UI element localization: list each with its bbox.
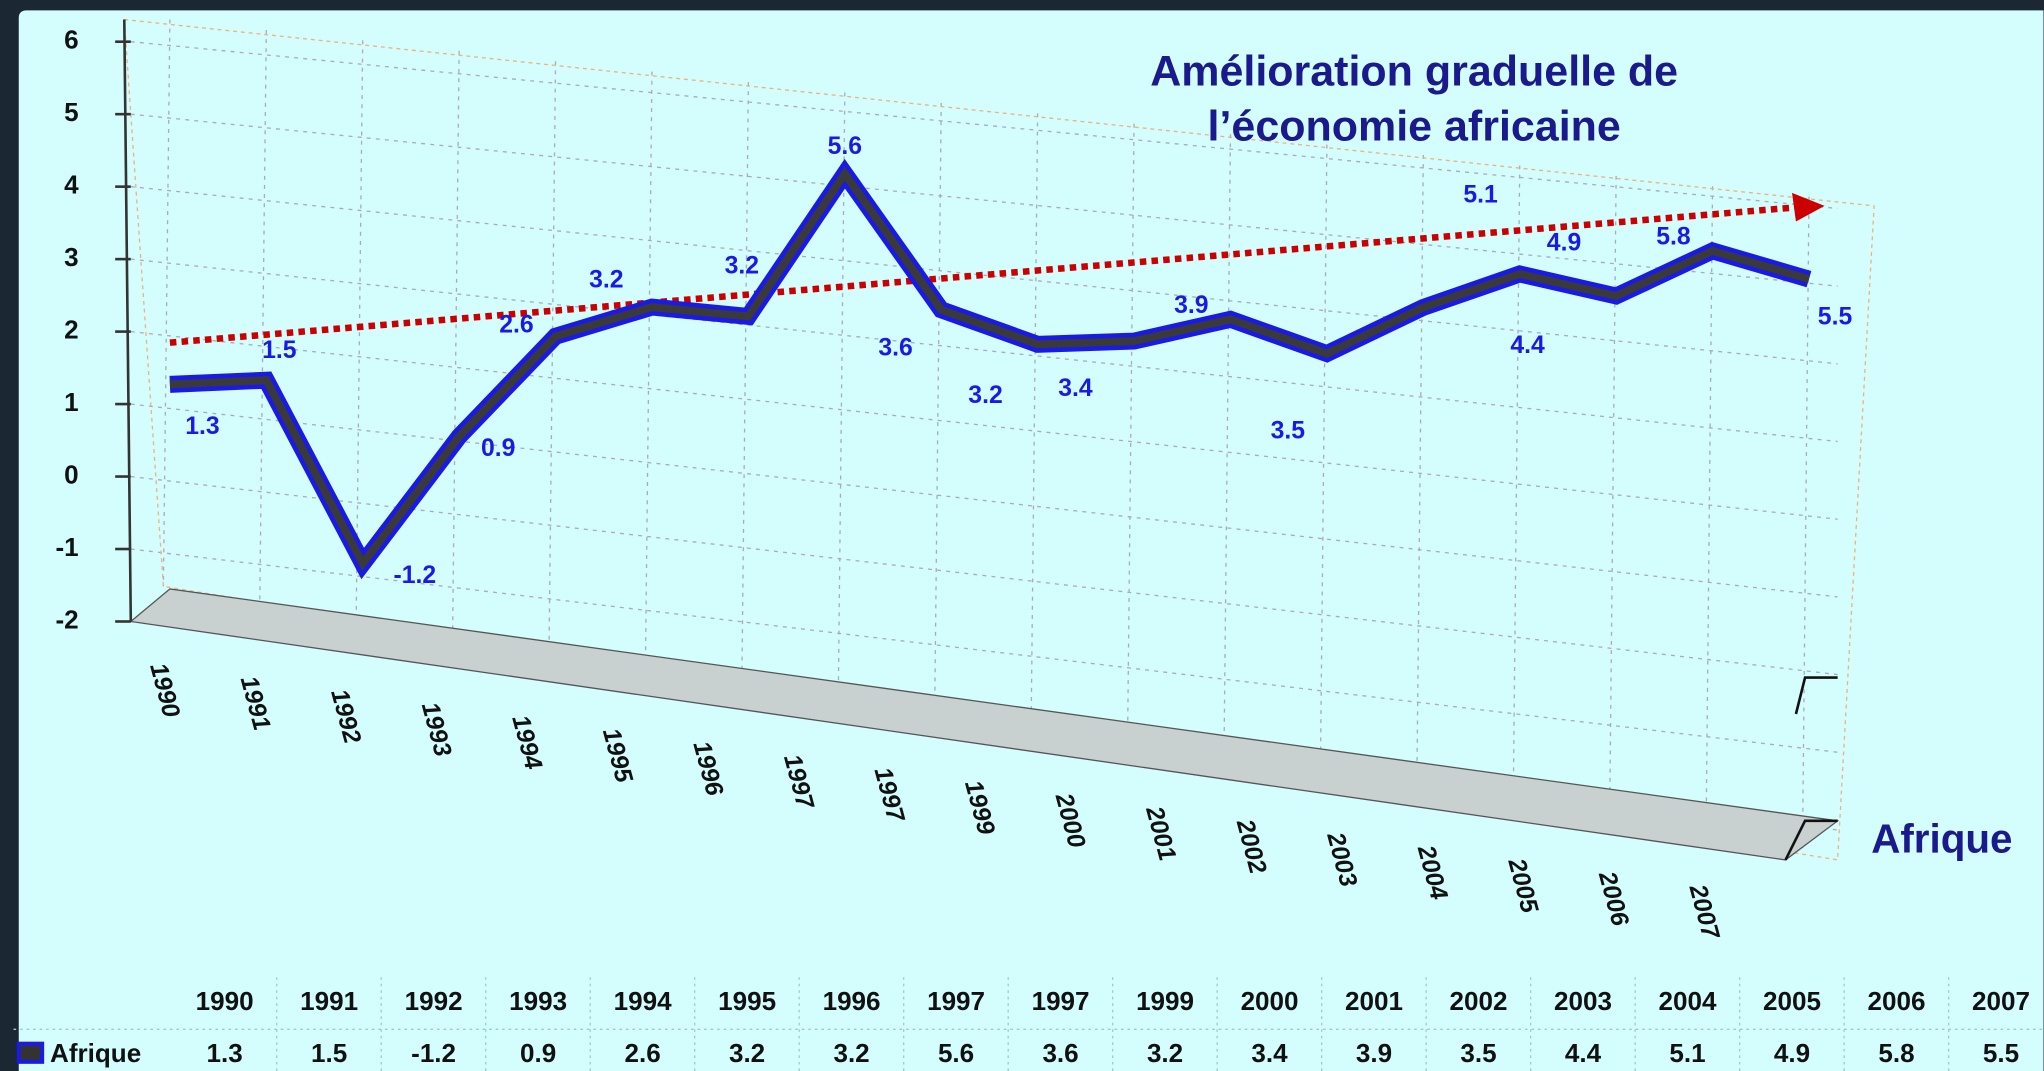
y-tick-label: 4 (64, 170, 79, 200)
background (18, 10, 2044, 1071)
data-label: 3.9 (1174, 292, 1208, 319)
y-tick-label: 2 (64, 314, 79, 344)
data-label: 3.2 (968, 382, 1002, 409)
table-header: 1997 (927, 986, 985, 1016)
grid-line (130, 330, 1838, 520)
table-value: 4.9 (1774, 1038, 1810, 1068)
grid-line-v (162, 19, 171, 587)
table-value: 1.3 (207, 1038, 243, 1068)
table-header: 2000 (1241, 986, 1299, 1016)
grid-line-v (548, 61, 557, 649)
data-table: 1990 1.3 1991 1.5 1992 -1.2 1993 0.9 1994 2.6 1995… (13, 977, 2044, 1071)
table-header: 2006 (1868, 986, 1926, 1016)
table-header: 2005 (1763, 986, 1821, 1016)
grid-line (130, 548, 1838, 753)
grid-line-v (1126, 123, 1135, 743)
grid-line-v (644, 71, 653, 665)
grid-line (130, 475, 1838, 676)
table-header: 2001 (1345, 986, 1403, 1016)
table-value: 4.4 (1565, 1038, 1602, 1068)
table-header: 1993 (509, 986, 567, 1016)
table-header: 2004 (1659, 986, 1717, 1016)
data-label: 5.8 (1656, 223, 1690, 250)
grid-line (130, 41, 1838, 210)
y-tick-label: 0 (64, 459, 79, 489)
table-value: 1.5 (311, 1038, 347, 1068)
table-header: 1994 (614, 986, 672, 1016)
grid-line (130, 113, 1838, 287)
table-value: -1.2 (411, 1038, 456, 1068)
table-value: 3.2 (729, 1038, 765, 1068)
table-header: 1996 (823, 986, 881, 1016)
table-value: 3.2 (1147, 1038, 1183, 1068)
table-value: 0.9 (520, 1038, 556, 1068)
trend-line (169, 203, 1799, 346)
data-label: 0.9 (481, 435, 515, 462)
series-line-face (169, 166, 1811, 571)
grid-line-v (1030, 113, 1039, 728)
y-tick-label: -1 (56, 532, 79, 562)
table-value: 5.5 (1983, 1038, 2019, 1068)
table-header: 1997 (1032, 986, 1090, 1016)
data-label: 1.3 (185, 413, 219, 440)
grid-line-v (837, 92, 846, 696)
grid-line (130, 185, 1838, 365)
data-label: 5.5 (1818, 304, 1853, 331)
legend-key (16, 1041, 45, 1064)
grid-line-v (451, 50, 460, 634)
grid-line-v (1223, 134, 1232, 759)
y-axis (122, 19, 133, 622)
y-tick-label: -2 (56, 604, 79, 634)
table-value: 3.9 (1356, 1038, 1392, 1068)
data-label: 2.6 (499, 311, 533, 338)
table-value: 5.8 (1878, 1038, 1914, 1068)
table-header: 1992 (405, 986, 463, 1016)
back-wall (123, 18, 1875, 861)
data-label: 4.4 (1510, 332, 1545, 359)
table-value: 3.4 (1251, 1038, 1288, 1068)
table-header: 1999 (1136, 986, 1194, 1016)
table-series-name: Afrique (50, 1038, 141, 1068)
grid-line-v (1608, 175, 1617, 821)
data-label: 5.6 (828, 133, 862, 160)
table-header: 1990 (196, 986, 254, 1016)
table-header: 1991 (300, 986, 358, 1016)
table-header: 2003 (1554, 986, 1612, 1016)
data-label: 3.2 (589, 267, 623, 294)
grid-line-v (259, 29, 267, 602)
grid-line-v (1512, 165, 1521, 806)
data-label: 1.5 (262, 337, 297, 364)
table-value: 2.6 (624, 1038, 660, 1068)
table-value: 3.6 (1042, 1038, 1078, 1068)
y-tick-label: 5 (64, 97, 79, 127)
depth-bracket (1784, 676, 1838, 861)
table-value: 3.5 (1460, 1038, 1496, 1068)
data-label: 5.1 (1463, 181, 1498, 208)
series-label: Afrique (1871, 815, 2012, 861)
table-value: 5.6 (938, 1038, 974, 1068)
table-value: 3.2 (833, 1038, 869, 1068)
y-tick-label: 3 (64, 242, 79, 272)
grid-line-v (1705, 186, 1714, 837)
y-tick-label: 6 (64, 25, 79, 55)
data-label: 3.5 (1271, 417, 1306, 444)
chart-title: l’économie africaine (1208, 102, 1621, 150)
data-label: 3.6 (878, 334, 912, 361)
trend-arrow (1792, 192, 1825, 222)
y-tick-label: 1 (64, 387, 79, 417)
grid-line (130, 258, 1838, 443)
table-header: 2007 (1972, 986, 2030, 1016)
data-label: -1.2 (394, 562, 437, 589)
data-label: 3.2 (725, 252, 759, 279)
table-header: 1995 (718, 986, 776, 1016)
data-label: 3.4 (1058, 375, 1093, 402)
table-value: 5.1 (1669, 1038, 1705, 1068)
grid-line-v (934, 102, 942, 712)
table-header: 2002 (1450, 986, 1508, 1016)
chart-title: Amélioration graduelle de (1150, 48, 1678, 96)
data-label: 4.9 (1547, 229, 1581, 256)
grid-line (130, 403, 1838, 598)
